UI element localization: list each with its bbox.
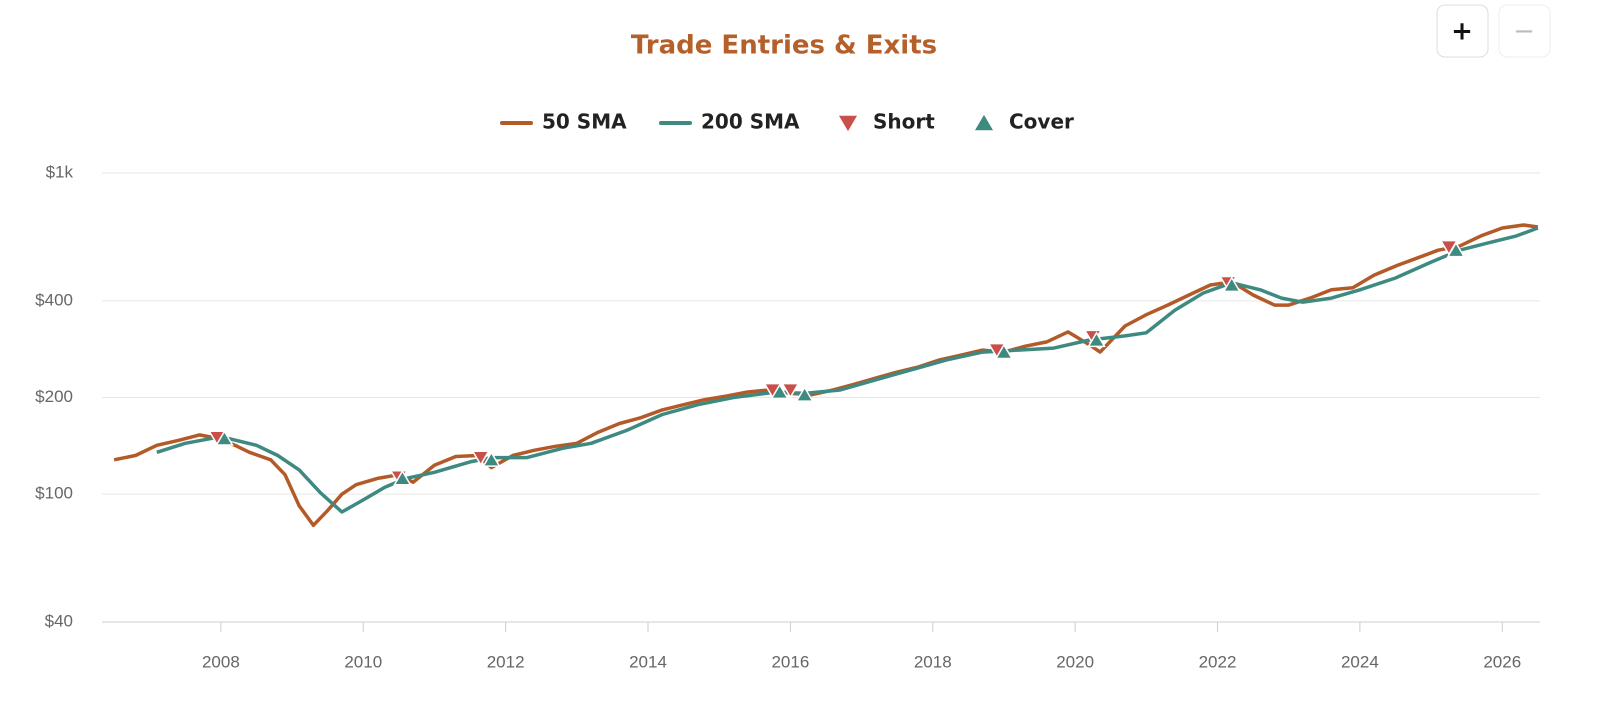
x-tick-label: 2026 [1483,652,1521,671]
x-tick-label: 2010 [344,652,382,671]
legend-swatch [975,114,993,131]
cover-marker [1446,241,1466,258]
sma-line [113,223,1539,528]
legend-label: 200 SMA [701,110,800,134]
cover-marker [1222,276,1242,293]
sma-line [156,226,1539,514]
y-tick-label: $400 [35,290,73,309]
y-tick-label: $1k [46,162,74,181]
zoom-out-button[interactable] [1498,4,1551,58]
cover-marker [994,343,1014,360]
short-marker [781,382,800,399]
x-tick-label: 2018 [914,652,952,671]
short-marker [471,450,491,467]
x-tick-label: 2008 [202,652,240,671]
zoom-in-label[interactable]: + [1451,17,1473,47]
zoom-in-button[interactable] [1436,4,1489,58]
legend-label: 50 SMA [542,110,627,134]
chart-title: Trade Entries & Exits [631,31,937,61]
cover-marker [393,469,412,486]
y-tick-label: $100 [35,484,73,503]
zoom-out-label[interactable]: − [1513,17,1535,47]
cover-marker [770,383,790,400]
y-tick-label: $200 [35,387,73,406]
cover-marker [215,429,234,446]
legend-label: Cover [1009,110,1074,134]
legend-label: Short [873,110,935,134]
cover-marker [795,386,814,402]
x-tick-label: 2016 [771,652,809,671]
x-tick-label: 2020 [1056,652,1094,671]
cover-marker [1087,331,1106,348]
x-tick-label: 2012 [487,652,525,671]
x-tick-label: 2024 [1341,652,1379,671]
y-tick-label: $40 [45,611,73,630]
x-tick-label: 2014 [629,652,667,671]
cover-marker [482,451,501,467]
legend-swatch [839,115,857,132]
x-tick-label: 2022 [1199,652,1237,671]
